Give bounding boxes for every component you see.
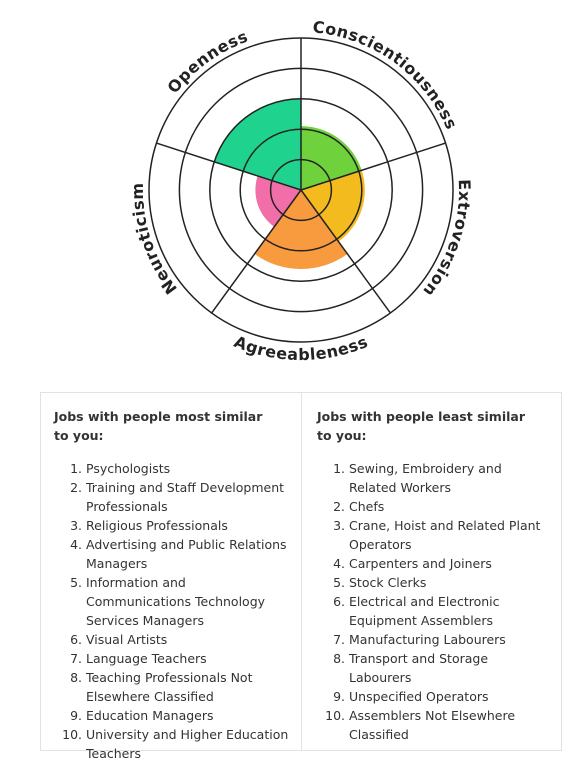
job-lists: Jobs with people most similar to you: Ps… <box>40 392 562 761</box>
job-item: University and Higher Education Teachers <box>86 725 291 763</box>
job-item: Chefs <box>349 497 551 516</box>
job-list: Sewing, Embroidery and Related WorkersCh… <box>317 459 551 744</box>
job-item: Carpenters and Joiners <box>349 554 551 573</box>
spoke <box>300 189 391 314</box>
job-item: Language Teachers <box>86 649 291 668</box>
job-item: Religious Professionals <box>86 516 291 535</box>
job-item: Crane, Hoist and Related Plant Operators <box>349 516 551 554</box>
job-item: Transport and Storage Labourers <box>349 649 551 687</box>
job-item: Assemblers Not Elsewhere Classified <box>349 706 551 744</box>
sector <box>301 126 362 190</box>
job-item: Training and Staff Development Professio… <box>86 478 291 516</box>
category-label: Agreeableness <box>231 332 370 364</box>
list-heading: Jobs with people least similar to you: <box>317 409 525 443</box>
list-column: Jobs with people most similar to you: Ps… <box>41 393 301 761</box>
category-label: Extroversion <box>419 179 474 301</box>
job-item: Visual Artists <box>86 630 291 649</box>
chart: Conscientiousness Extroversion Agreeablene… <box>128 17 474 364</box>
category-label-path: Agreeableness <box>231 332 370 364</box>
job-item: Stock Clerks <box>349 573 551 592</box>
list-heading: Jobs with people most similar to you: <box>54 409 263 443</box>
list-column: Jobs with people least similar to you: S… <box>301 393 561 750</box>
job-item: Manufacturing Labourers <box>349 630 551 649</box>
category-label-path: Conscientiousness <box>312 17 461 132</box>
spoke <box>300 142 446 191</box>
job-item: Information and Communications Technolog… <box>86 573 291 630</box>
sector <box>301 170 365 242</box>
spoke <box>156 142 302 191</box>
job-item: Sewing, Embroidery and Related Workers <box>349 459 551 497</box>
category-label: Neuroticism <box>128 182 181 297</box>
sector <box>214 98 301 190</box>
job-item: Advertising and Public Relations Manager… <box>86 535 291 573</box>
sector <box>255 175 301 227</box>
spoke <box>211 189 302 314</box>
sector <box>254 190 348 270</box>
category-label: Conscientiousness <box>312 17 461 132</box>
job-item: Teaching Professionals Not Elsewhere Cla… <box>86 668 291 706</box>
job-item: Education Managers <box>86 706 291 725</box>
job-list: PsychologistsTraining and Staff Developm… <box>54 459 291 763</box>
job-item: Unspecified Operators <box>349 687 551 706</box>
job-item: Psychologists <box>86 459 291 478</box>
category-label-path: Extroversion <box>419 179 473 301</box>
category-label-path: Neuroticism <box>128 182 180 297</box>
job-item: Electrical and Electronic Equipment Asse… <box>349 592 551 630</box>
